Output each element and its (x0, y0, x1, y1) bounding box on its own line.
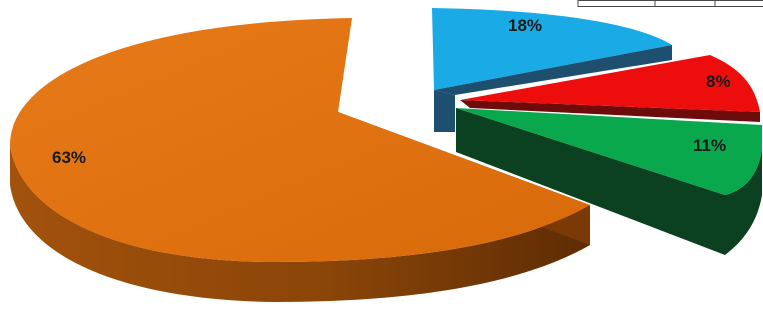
slice-8-side (460, 100, 760, 122)
label-11: 11% (693, 136, 726, 155)
slice-8 (460, 55, 760, 122)
slice-11-side (456, 108, 725, 255)
table-fragment (577, 0, 763, 7)
slice-11-rim (725, 150, 762, 255)
slice-18-top (432, 8, 672, 90)
slice-63 (10, 18, 590, 302)
slice-11 (456, 108, 762, 255)
label-63: 63% (52, 148, 86, 167)
slice-11-top (456, 108, 762, 195)
label-8: 8% (706, 72, 731, 91)
slice-63-top (10, 18, 590, 262)
slice-18-side (434, 90, 455, 132)
label-18: 18% (508, 16, 542, 35)
slice-8-top (460, 55, 760, 112)
slice-18 (432, 8, 672, 132)
slice-18-rim (434, 45, 672, 95)
slice-63-side (10, 145, 590, 302)
